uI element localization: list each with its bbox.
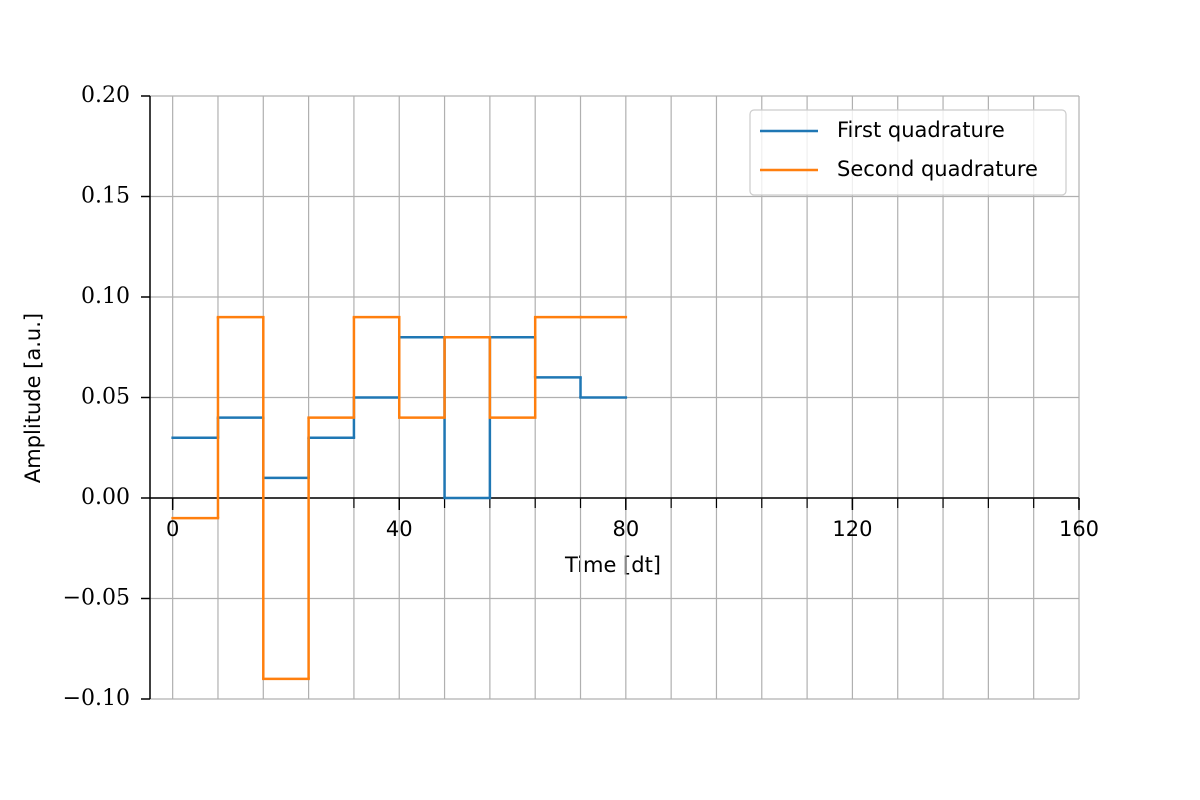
y-tick-label: 0.00 — [81, 485, 130, 510]
y-tick-label: 0.20 — [81, 83, 130, 108]
x-tick-label: 120 — [832, 517, 872, 541]
y-tick-label: 0.05 — [81, 385, 130, 410]
y-tick-label: −0.10 — [63, 686, 130, 711]
legend-box — [749, 109, 1067, 196]
x-tick-label: 160 — [1059, 517, 1099, 541]
x-axis-label: Time [dt] — [564, 553, 661, 577]
x-tick-label: 0 — [166, 517, 179, 541]
y-tick-label: −0.05 — [63, 586, 130, 611]
y-axis-label: Amplitude [a.u.] — [21, 313, 45, 483]
legend-label: First quadrature — [837, 118, 1005, 142]
x-tick-label: 40 — [386, 517, 413, 541]
x-tick-label: 80 — [612, 517, 639, 541]
y-tick-label: 0.15 — [81, 184, 130, 209]
legend-label: Second quadrature — [837, 157, 1038, 181]
y-tick-label: 0.10 — [81, 284, 130, 309]
